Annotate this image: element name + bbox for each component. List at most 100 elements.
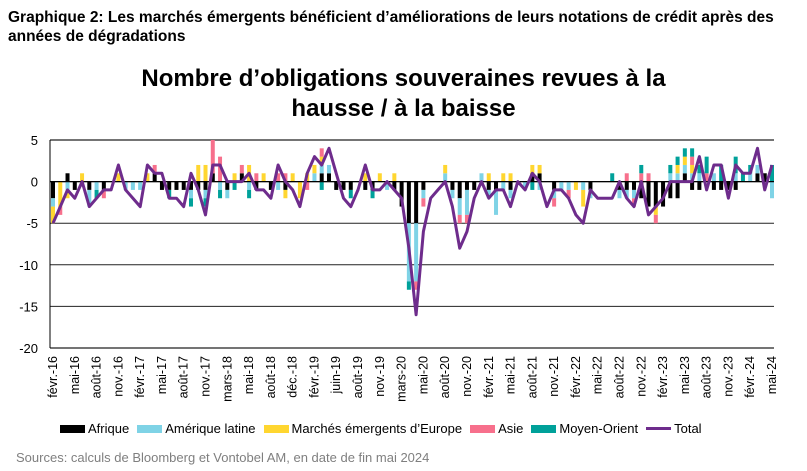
bar-afrique xyxy=(661,181,666,207)
x-tick-label: juin-19 xyxy=(329,356,343,395)
bar-am-rique-latine xyxy=(668,173,673,182)
bar-am-rique-latine xyxy=(450,189,455,199)
bar-afrique xyxy=(624,181,629,190)
bar-asie xyxy=(566,189,571,199)
legend-label-europe: Marchés émergents d’Europe xyxy=(291,421,463,436)
bar-march-s-mergents-d-europe xyxy=(501,173,506,182)
bar-am-rique-latine xyxy=(443,173,448,182)
x-tick-label: mai-24 xyxy=(765,356,779,394)
x-tick-label: févr.-16 xyxy=(46,356,60,398)
bar-am-rique-latine xyxy=(770,181,774,199)
bar-afrique xyxy=(65,173,70,182)
bar-march-s-mergents-d-europe xyxy=(319,156,324,165)
bar-moyen-orient xyxy=(740,173,745,182)
gridlines xyxy=(49,139,774,349)
x-tick-label: mai-23 xyxy=(678,356,692,394)
bar-asie xyxy=(704,173,709,182)
bar-asie xyxy=(414,281,419,290)
bar-am-rique-latine xyxy=(479,173,484,182)
bar-afrique xyxy=(617,181,622,190)
bar-afrique xyxy=(537,173,542,182)
bar-asie xyxy=(624,173,629,182)
bar-march-s-mergents-d-europe xyxy=(283,189,288,199)
bar-am-rique-latine xyxy=(501,181,506,190)
bar-march-s-mergents-d-europe xyxy=(573,181,578,190)
bar-march-s-mergents-d-europe xyxy=(58,181,63,207)
bar-asie xyxy=(58,206,63,215)
bar-afrique xyxy=(225,181,230,190)
bar-moyen-orient xyxy=(218,189,223,199)
bar-moyen-orient xyxy=(203,198,208,207)
bar-afrique xyxy=(72,181,77,190)
bar-am-rique-latine xyxy=(581,181,586,190)
bar-am-rique-latine xyxy=(138,181,143,190)
bar-afrique xyxy=(167,181,172,190)
x-tick-label: nov.-21 xyxy=(547,356,561,397)
bar-afrique xyxy=(646,181,651,207)
x-tick-label: nov.-23 xyxy=(721,356,735,397)
legend-item-europe: Marchés émergents d’Europe xyxy=(263,421,463,436)
bar-moyen-orient xyxy=(770,164,774,182)
bar-am-rique-latine xyxy=(87,189,92,207)
y-tick-label: -15 xyxy=(19,299,38,314)
x-tick-label: févr.-23 xyxy=(656,356,670,398)
bar-afrique xyxy=(719,181,724,190)
bar-afrique xyxy=(450,181,455,190)
x-tick-label: nov.-17 xyxy=(199,356,213,397)
bar-am-rique-latine xyxy=(559,181,564,190)
bar-afrique xyxy=(711,181,716,190)
bar-march-s-mergents-d-europe xyxy=(232,173,237,182)
bar-am-rique-latine xyxy=(508,189,513,199)
bar-moyen-orient xyxy=(232,181,237,190)
bar-moyen-orient xyxy=(247,189,252,199)
bar-asie xyxy=(305,181,310,190)
bar-afrique xyxy=(87,181,92,190)
bar-march-s-mergents-d-europe xyxy=(377,173,382,182)
bar-afrique xyxy=(508,181,513,190)
bar-march-s-mergents-d-europe xyxy=(581,189,586,207)
x-tick-labels: févr.-16 mai-16 août-16 nov.-16 févr.-17 mai-… xyxy=(46,356,779,402)
legend-label-afrique: Afrique xyxy=(88,421,130,436)
x-tick-label: mai-18 xyxy=(242,356,256,394)
x-tick-label: mai-17 xyxy=(155,356,169,394)
bar-afrique xyxy=(762,173,767,182)
x-tick-label: févr.-22 xyxy=(569,356,583,398)
legend-label-total: Total xyxy=(674,421,702,436)
bar-afrique xyxy=(755,173,760,182)
bar-moyen-orient xyxy=(690,148,695,157)
x-tick-label: août-16 xyxy=(90,356,104,398)
bar-afrique xyxy=(174,181,179,190)
bar-afrique xyxy=(457,181,462,199)
bar-moyen-orient xyxy=(530,181,535,190)
bar-am-rique-latine xyxy=(617,189,622,199)
bar-moyen-orient xyxy=(697,164,702,174)
bar-asie xyxy=(239,164,244,174)
legend-item-moyen-orient: Moyen-Orient xyxy=(531,421,638,436)
bar-afrique xyxy=(101,181,106,190)
y-tick-label: -20 xyxy=(19,341,38,356)
bar-am-rique-latine xyxy=(65,181,70,190)
x-tick-label: août-18 xyxy=(264,356,278,398)
bar-moyen-orient xyxy=(319,181,324,190)
total-line xyxy=(51,146,774,317)
bar-afrique xyxy=(726,181,731,190)
legend-swatch-amerique-latine xyxy=(137,424,163,433)
legend: Afrique Amérique latine Marchés émergent… xyxy=(60,421,710,436)
bar-march-s-mergents-d-europe xyxy=(261,173,266,182)
bar-asie xyxy=(646,173,651,182)
bar-am-rique-latine xyxy=(748,173,753,182)
legend-swatch-total xyxy=(646,427,672,430)
y-tick-label: 5 xyxy=(31,133,38,148)
bar-march-s-mergents-d-europe xyxy=(653,206,658,215)
bar-asie xyxy=(283,173,288,182)
bar-afrique xyxy=(319,173,324,182)
y-tick-label: 0 xyxy=(31,175,38,190)
legend-item-asie: Asie xyxy=(470,421,523,436)
bar-asie xyxy=(421,198,426,207)
legend-label-asie: Asie xyxy=(498,421,524,436)
bar-am-rique-latine xyxy=(457,198,462,215)
bar-march-s-mergents-d-europe xyxy=(508,173,513,182)
bar-asie xyxy=(690,156,695,165)
y-tick-label: -5 xyxy=(26,216,38,231)
bar-moyen-orient xyxy=(719,164,724,182)
